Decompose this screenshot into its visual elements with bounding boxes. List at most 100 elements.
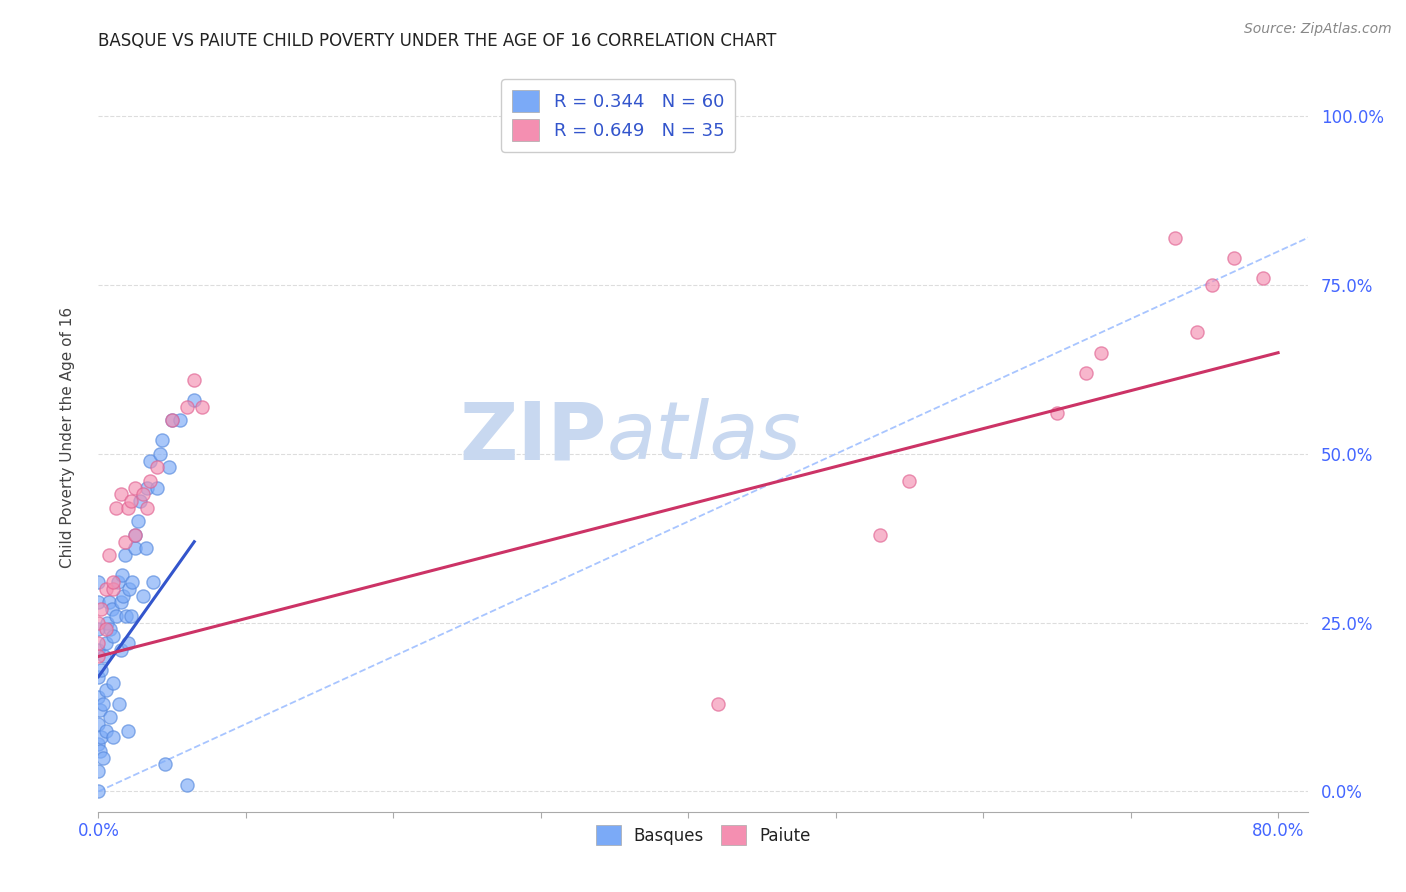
Point xyxy=(121,575,143,590)
Point xyxy=(124,528,146,542)
Point xyxy=(100,602,122,616)
Point xyxy=(90,602,112,616)
Point xyxy=(160,413,183,427)
Point xyxy=(869,528,891,542)
Point xyxy=(91,697,114,711)
Point xyxy=(110,642,132,657)
Point xyxy=(142,575,165,590)
Point xyxy=(1164,231,1187,245)
Legend: Basques, Paiute: Basques, Paiute xyxy=(589,819,817,852)
Point xyxy=(94,723,117,738)
Point xyxy=(146,481,169,495)
Point xyxy=(1185,326,1208,340)
Point xyxy=(87,670,110,684)
Point xyxy=(183,373,205,387)
Point xyxy=(87,649,110,664)
Point xyxy=(97,548,120,562)
Point xyxy=(87,636,110,650)
Point xyxy=(706,697,728,711)
Y-axis label: Child Poverty Under the Age of 16: Child Poverty Under the Age of 16 xyxy=(60,307,75,567)
Point xyxy=(139,453,162,467)
Point xyxy=(157,460,180,475)
Point xyxy=(114,548,136,562)
Point xyxy=(120,494,142,508)
Point xyxy=(101,731,124,745)
Point xyxy=(115,609,138,624)
Point xyxy=(105,609,128,624)
Point xyxy=(124,481,146,495)
Point xyxy=(117,500,139,515)
Point xyxy=(176,400,198,414)
Point xyxy=(97,595,120,609)
Point xyxy=(131,589,153,603)
Point xyxy=(190,400,212,414)
Point xyxy=(112,589,135,603)
Point xyxy=(1201,278,1223,293)
Point xyxy=(89,703,111,717)
Point xyxy=(96,615,118,630)
Point xyxy=(94,623,117,637)
Point xyxy=(149,447,172,461)
Point xyxy=(160,413,183,427)
Point xyxy=(139,474,162,488)
Point xyxy=(110,487,132,501)
Point xyxy=(93,649,115,664)
Point xyxy=(98,710,121,724)
Point xyxy=(87,623,110,637)
Point xyxy=(87,764,110,779)
Text: Source: ZipAtlas.com: Source: ZipAtlas.com xyxy=(1244,22,1392,37)
Point xyxy=(1090,345,1112,359)
Point xyxy=(898,474,921,488)
Point xyxy=(131,487,153,501)
Point xyxy=(117,636,139,650)
Point xyxy=(114,534,136,549)
Point xyxy=(87,575,110,590)
Point xyxy=(169,413,191,427)
Point xyxy=(91,750,114,764)
Point xyxy=(101,629,124,643)
Point xyxy=(120,609,142,624)
Point xyxy=(153,757,176,772)
Text: atlas: atlas xyxy=(606,398,801,476)
Point xyxy=(110,595,132,609)
Text: ZIP: ZIP xyxy=(458,398,606,476)
Text: BASQUE VS PAIUTE CHILD POVERTY UNDER THE AGE OF 16 CORRELATION CHART: BASQUE VS PAIUTE CHILD POVERTY UNDER THE… xyxy=(98,32,776,50)
Point xyxy=(87,615,110,630)
Point xyxy=(87,717,110,731)
Point xyxy=(117,723,139,738)
Point xyxy=(87,690,110,704)
Point xyxy=(105,500,128,515)
Point xyxy=(107,575,129,590)
Point xyxy=(98,623,121,637)
Point xyxy=(124,541,146,556)
Point xyxy=(128,494,150,508)
Point xyxy=(146,460,169,475)
Point xyxy=(135,541,157,556)
Point xyxy=(1046,407,1069,421)
Point xyxy=(94,683,117,698)
Point xyxy=(127,515,149,529)
Point xyxy=(1223,251,1246,265)
Point xyxy=(111,568,134,582)
Point xyxy=(101,575,124,590)
Point xyxy=(124,528,146,542)
Point xyxy=(136,481,159,495)
Point xyxy=(118,582,141,596)
Point xyxy=(1253,271,1275,285)
Point xyxy=(101,582,124,596)
Point xyxy=(87,595,110,609)
Point xyxy=(90,731,112,745)
Point xyxy=(87,784,110,798)
Point xyxy=(94,582,117,596)
Point xyxy=(90,663,112,677)
Point xyxy=(1076,366,1098,380)
Point xyxy=(176,778,198,792)
Point xyxy=(87,642,110,657)
Point xyxy=(136,500,159,515)
Point xyxy=(183,392,205,407)
Point xyxy=(150,434,173,448)
Point xyxy=(94,636,117,650)
Point xyxy=(89,744,111,758)
Point xyxy=(87,737,110,751)
Point xyxy=(108,697,131,711)
